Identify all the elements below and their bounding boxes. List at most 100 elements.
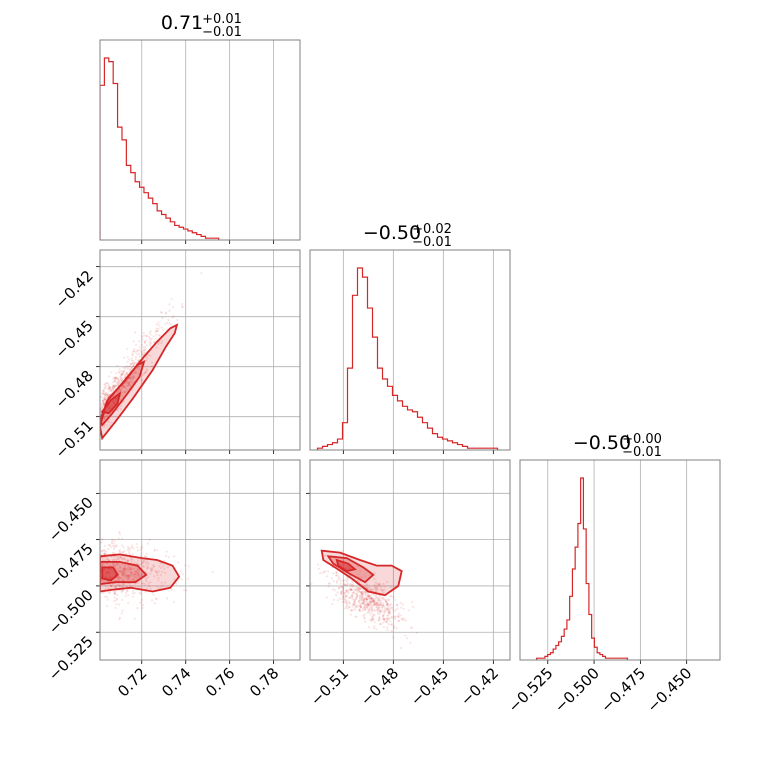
sample-point — [131, 585, 134, 588]
sample-point — [371, 600, 375, 603]
sample-point — [359, 592, 362, 595]
sample-point — [110, 390, 113, 393]
sample-point — [148, 585, 151, 588]
sample-point — [128, 566, 131, 570]
sample-point — [407, 609, 410, 612]
sample-point — [121, 386, 124, 389]
sample-point — [338, 586, 341, 590]
sample-point — [348, 602, 352, 605]
sample-point — [130, 571, 133, 574]
sample-point — [145, 564, 148, 567]
sample-point — [345, 594, 348, 597]
sample-point — [366, 611, 369, 614]
sample-point — [126, 578, 129, 581]
sample-point — [187, 577, 190, 580]
sample-point — [343, 591, 346, 594]
sample-point — [353, 591, 356, 594]
sample-point — [135, 371, 138, 374]
sample-point — [373, 601, 377, 604]
sample-point — [122, 567, 125, 570]
sample-point — [360, 590, 363, 593]
sample-point — [335, 574, 338, 577]
sample-point — [357, 573, 360, 576]
sample-point — [364, 620, 367, 623]
sample-point — [345, 584, 348, 587]
sample-point — [156, 329, 159, 332]
sample-point — [138, 340, 141, 343]
sample-point — [113, 599, 116, 603]
sample-point — [383, 598, 386, 602]
sample-point — [119, 583, 122, 587]
sample-point — [359, 605, 362, 608]
sample-point — [375, 604, 378, 607]
sample-point — [101, 549, 104, 553]
sample-point — [127, 382, 130, 385]
sample-point — [392, 615, 395, 618]
sample-point — [140, 547, 143, 550]
sample-point — [114, 606, 117, 610]
sample-point — [136, 349, 139, 352]
sample-point — [332, 579, 335, 583]
sample-point — [357, 588, 360, 592]
sample-point — [113, 552, 116, 555]
sample-point — [130, 571, 133, 574]
sample-point — [144, 370, 147, 373]
sample-point — [140, 343, 143, 347]
sample-point — [401, 603, 404, 606]
sample-point — [390, 606, 394, 609]
sample-point — [134, 358, 137, 361]
sample-point — [167, 556, 170, 559]
sample-point — [124, 387, 127, 390]
sample-point — [165, 550, 168, 553]
sample-point — [131, 589, 135, 593]
sample-point — [370, 609, 373, 612]
sample-point — [371, 598, 374, 601]
sample-point — [109, 389, 113, 392]
sample-point — [366, 606, 369, 609]
sample-point — [114, 592, 117, 595]
sample-point — [339, 592, 342, 595]
sample-point — [114, 586, 117, 589]
sample-point — [361, 609, 364, 612]
sample-point — [359, 603, 362, 606]
sample-point — [367, 609, 370, 612]
sample-point — [151, 337, 154, 340]
sample-point — [387, 617, 390, 620]
sample-point — [114, 564, 117, 567]
panel-frame — [309, 459, 511, 661]
x-tick-label: −0.475 — [597, 664, 649, 716]
sample-point — [332, 588, 335, 591]
sample-point — [385, 603, 388, 607]
sample-point — [115, 562, 118, 565]
sample-point — [385, 621, 389, 624]
sample-point — [131, 578, 134, 581]
sample-point — [110, 542, 114, 545]
sample-point — [116, 364, 119, 367]
sample-point — [126, 385, 129, 388]
sample-point — [171, 306, 174, 309]
sample-point — [361, 596, 364, 599]
sample-point — [378, 606, 381, 609]
sample-point — [163, 567, 166, 570]
sample-point — [333, 589, 336, 592]
sample-point — [341, 597, 344, 601]
sample-point — [118, 565, 121, 568]
sample-point — [161, 316, 164, 320]
sample-point — [129, 566, 132, 569]
sample-point — [119, 378, 122, 382]
sample-point — [133, 561, 136, 564]
sample-point — [131, 352, 134, 355]
sample-point — [350, 588, 353, 592]
sample-point — [370, 611, 373, 614]
sample-point — [337, 575, 340, 578]
sample-point — [388, 608, 391, 611]
sample-point — [376, 582, 379, 586]
sample-point — [363, 597, 366, 601]
sample-point — [361, 598, 364, 601]
sample-point — [121, 391, 124, 394]
sample-point — [376, 604, 379, 607]
sample-point — [141, 582, 144, 585]
sample-point — [149, 587, 152, 590]
sample-point — [122, 557, 126, 560]
sample-point — [103, 417, 106, 420]
